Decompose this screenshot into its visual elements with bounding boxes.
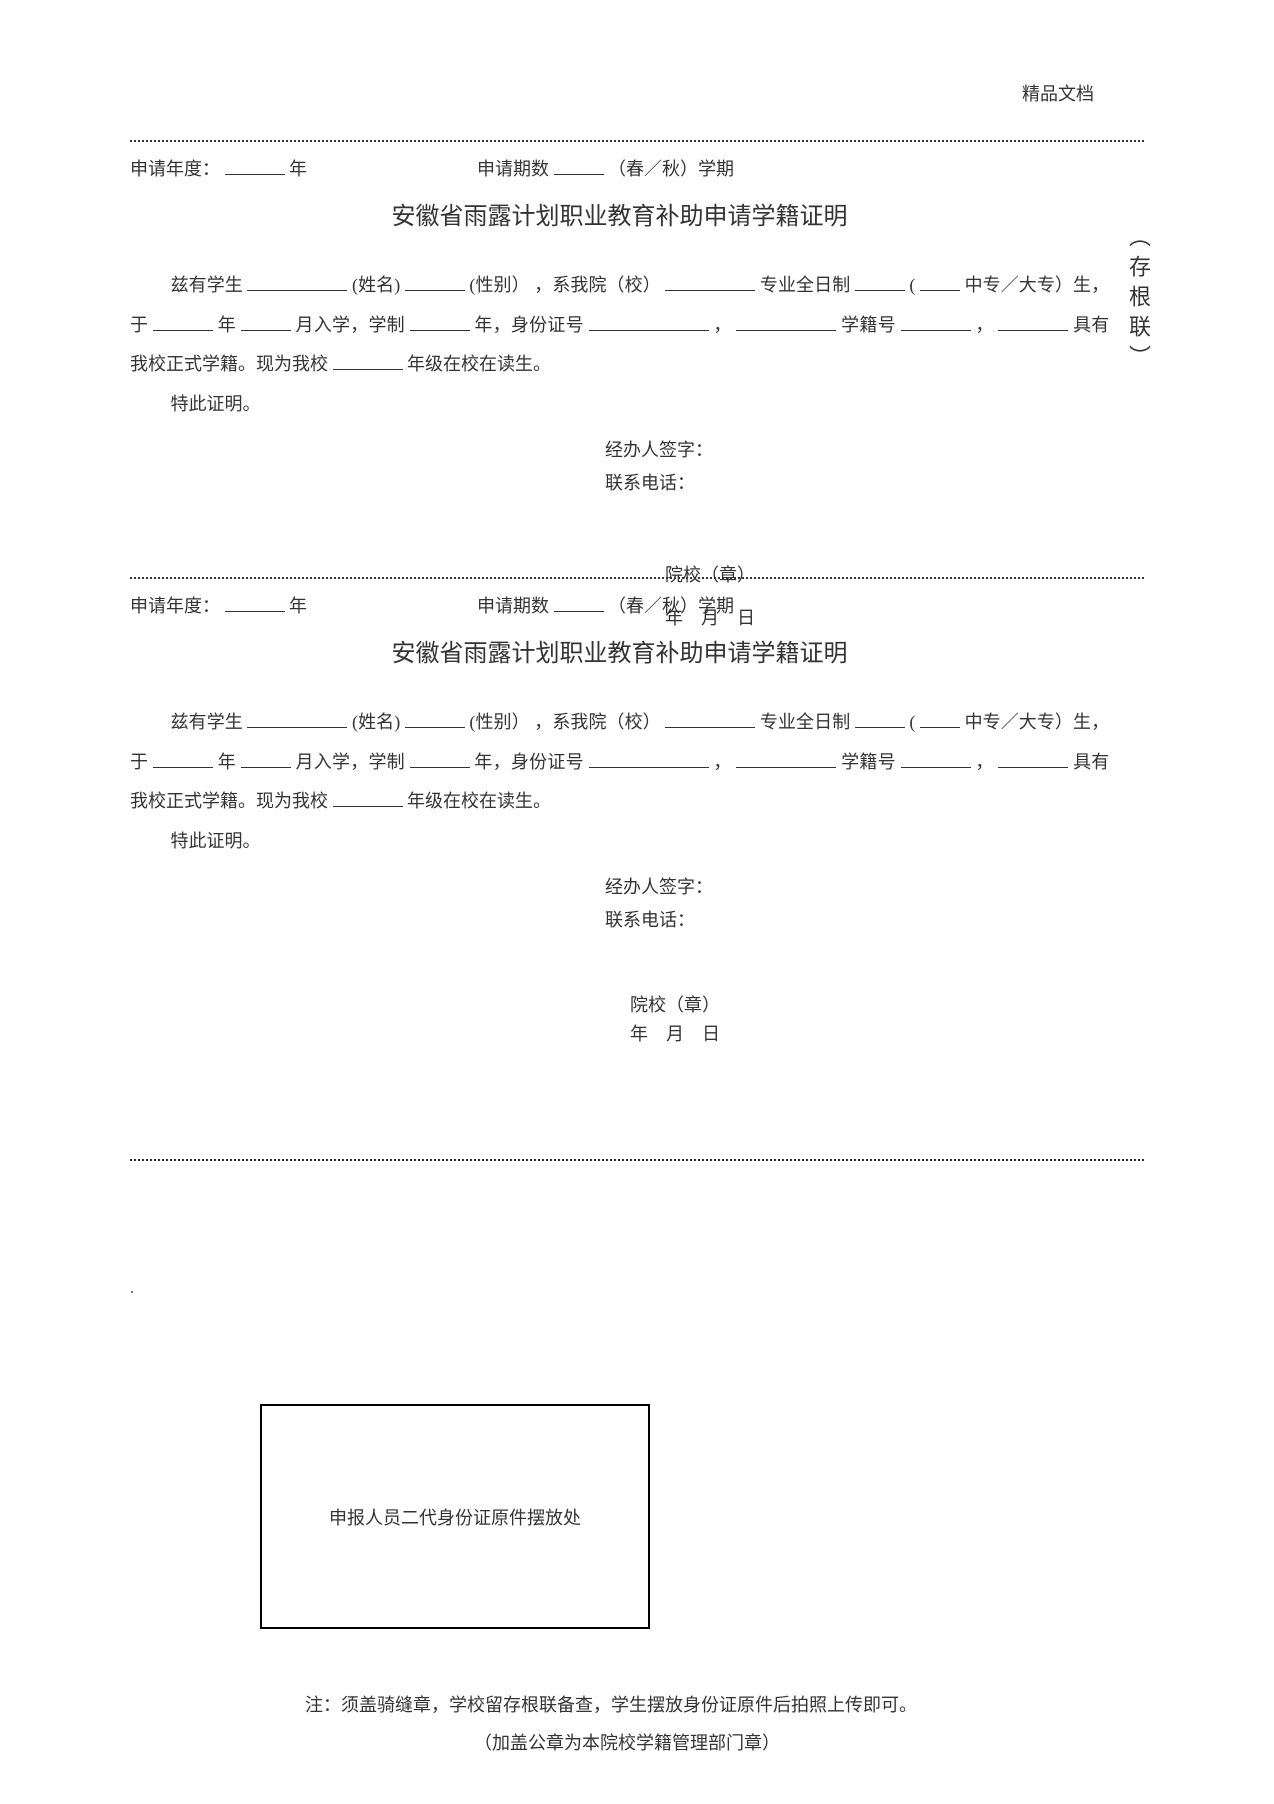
id-blank-3[interactable]	[589, 767, 709, 768]
student-id-label-2: 学籍号	[841, 752, 896, 772]
period-suffix: （春／秋）学期	[608, 159, 734, 179]
footer-dot: .	[130, 1280, 134, 1298]
year-blank-2[interactable]	[153, 767, 213, 768]
name-blank-2[interactable]	[247, 727, 347, 728]
gender-blank-2[interactable]	[405, 727, 465, 728]
divider-bottom	[130, 1159, 1144, 1161]
stamp-label-2: 院校（章）	[630, 991, 1109, 1020]
year-blank[interactable]	[153, 330, 213, 331]
date-label-2: 年 月 日	[630, 1020, 1109, 1049]
period-suffix-2: （春／秋）学期	[608, 596, 734, 616]
gender-label: (性别）	[469, 275, 529, 295]
comma-1: ，	[713, 315, 731, 335]
apply-year-blank-2[interactable]	[225, 611, 285, 612]
type-blank-3[interactable]	[855, 727, 905, 728]
footer-note-1: 注：须盖骑缝章，学校留存根联备查，学生摆放身份证原件后拍照上传即可。	[305, 1687, 949, 1723]
signer-label-2: 经办人签字：	[605, 871, 1109, 903]
duration-blank[interactable]	[410, 330, 470, 331]
comma-1b: ，	[713, 752, 731, 772]
id-blank[interactable]	[589, 330, 709, 331]
comma-2: ，	[975, 315, 993, 335]
major-suffix: 专业全日制	[760, 275, 850, 295]
hereby: 特此证明。	[171, 394, 261, 414]
gender-blank[interactable]	[405, 290, 465, 291]
year-text-2: 年，身份证号	[474, 315, 583, 335]
footer-notes: 注：须盖骑缝章，学校留存根联备查，学生摆放身份证原件后拍照上传即可。 （加盖公章…	[305, 1687, 949, 1761]
student-id-blank-3[interactable]	[901, 767, 971, 768]
form-body-2: 兹有学生 (姓名) (性别） ，系我院（校） 专业全日制 ( 中专／大专）生，于…	[130, 703, 1109, 861]
month-text-2: 月入学，学制	[296, 752, 405, 772]
student-id-blank-4[interactable]	[998, 767, 1068, 768]
hereby-2: 特此证明。	[171, 831, 261, 851]
apply-period-label: 申请期数	[477, 159, 549, 179]
grade-blank[interactable]	[333, 369, 403, 370]
major-suffix-2: 专业全日制	[760, 712, 850, 732]
apply-year-blank[interactable]	[225, 174, 285, 175]
divider-top	[130, 140, 1144, 142]
phone-label: 联系电话：	[605, 467, 1109, 499]
name-label: (姓名)	[352, 275, 400, 295]
form-body: 兹有学生 (姓名) (性别） ，系我院（校） 专业全日制 ( 中专／大专）生，于…	[130, 266, 1109, 424]
grade-suffix-2: 年级在校在读生。	[407, 791, 551, 811]
id-box-text: 申报人员二代身份证原件摆放处	[329, 1504, 581, 1530]
signer-label: 经办人签字：	[605, 434, 1109, 466]
grade-blank-2[interactable]	[333, 806, 403, 807]
prefix-text: 兹有学生	[171, 275, 243, 295]
vertical-stub-label: （存根联）	[1122, 225, 1154, 375]
stamp-label: 院校（章）	[665, 554, 1109, 597]
year-suffix-2: 年	[289, 596, 307, 616]
has-status: 具有我校正式学籍。现为我校	[130, 315, 1109, 375]
comma-2b: ，	[975, 752, 993, 772]
duration-blank-2[interactable]	[410, 767, 470, 768]
type-blank-2[interactable]	[920, 290, 960, 291]
phone-label-2: 联系电话：	[605, 904, 1109, 936]
footer-note-2: （加盖公章为本院校学籍管理部门章）	[305, 1725, 949, 1761]
form-section-2: 申请年度： 年 申请期数 （春／秋）学期 安徽省雨露计划职业教育补助申请学籍证明…	[130, 592, 1109, 1049]
student-id-blank[interactable]	[901, 330, 971, 331]
form-title-2: 安徽省雨露计划职业教育补助申请学籍证明	[130, 633, 1109, 668]
student-id-blank-2[interactable]	[998, 330, 1068, 331]
month-blank[interactable]	[241, 330, 291, 331]
student-id-label: 学籍号	[841, 315, 896, 335]
year-char-2: 年	[218, 752, 236, 772]
id-placement-box: 申报人员二代身份证原件摆放处	[260, 1404, 650, 1629]
apply-period-blank[interactable]	[554, 174, 604, 175]
month-blank-2[interactable]	[241, 767, 291, 768]
college-prefix-2: ，系我院（校）	[534, 712, 661, 732]
year-text-2b: 年，身份证号	[474, 752, 583, 772]
id-blank-4[interactable]	[736, 767, 836, 768]
college-blank[interactable]	[665, 290, 755, 291]
form-section-1: 申请年度： 年 申请期数 （春／秋）学期 安徽省雨露计划职业教育补助申请学籍证明…	[130, 155, 1109, 641]
divider-mid	[130, 577, 1144, 579]
gender-label-2: (性别）	[469, 712, 529, 732]
id-blank-2[interactable]	[736, 330, 836, 331]
type-blank-4[interactable]	[920, 727, 960, 728]
has-status-2: 具有我校正式学籍。现为我校	[130, 752, 1109, 812]
college-blank-2[interactable]	[665, 727, 755, 728]
type-blank[interactable]	[855, 290, 905, 291]
form-title: 安徽省雨露计划职业教育补助申请学籍证明	[130, 196, 1109, 231]
prefix-text-2: 兹有学生	[171, 712, 243, 732]
name-blank[interactable]	[247, 290, 347, 291]
college-prefix: ，系我院（校）	[534, 275, 661, 295]
year-char: 年	[218, 315, 236, 335]
apply-period-label-2: 申请期数	[477, 596, 549, 616]
apply-period-blank-2[interactable]	[554, 611, 604, 612]
paren-2: (	[909, 712, 915, 732]
apply-year-label-2: 申请年度：	[130, 596, 220, 616]
apply-year-label: 申请年度：	[130, 159, 220, 179]
grade-suffix: 年级在校在读生。	[407, 354, 551, 374]
month-text: 月入学，学制	[296, 315, 405, 335]
paren: (	[909, 275, 915, 295]
doc-label: 精品文档	[1022, 80, 1094, 106]
year-suffix: 年	[289, 159, 307, 179]
name-label-2: (姓名)	[352, 712, 400, 732]
